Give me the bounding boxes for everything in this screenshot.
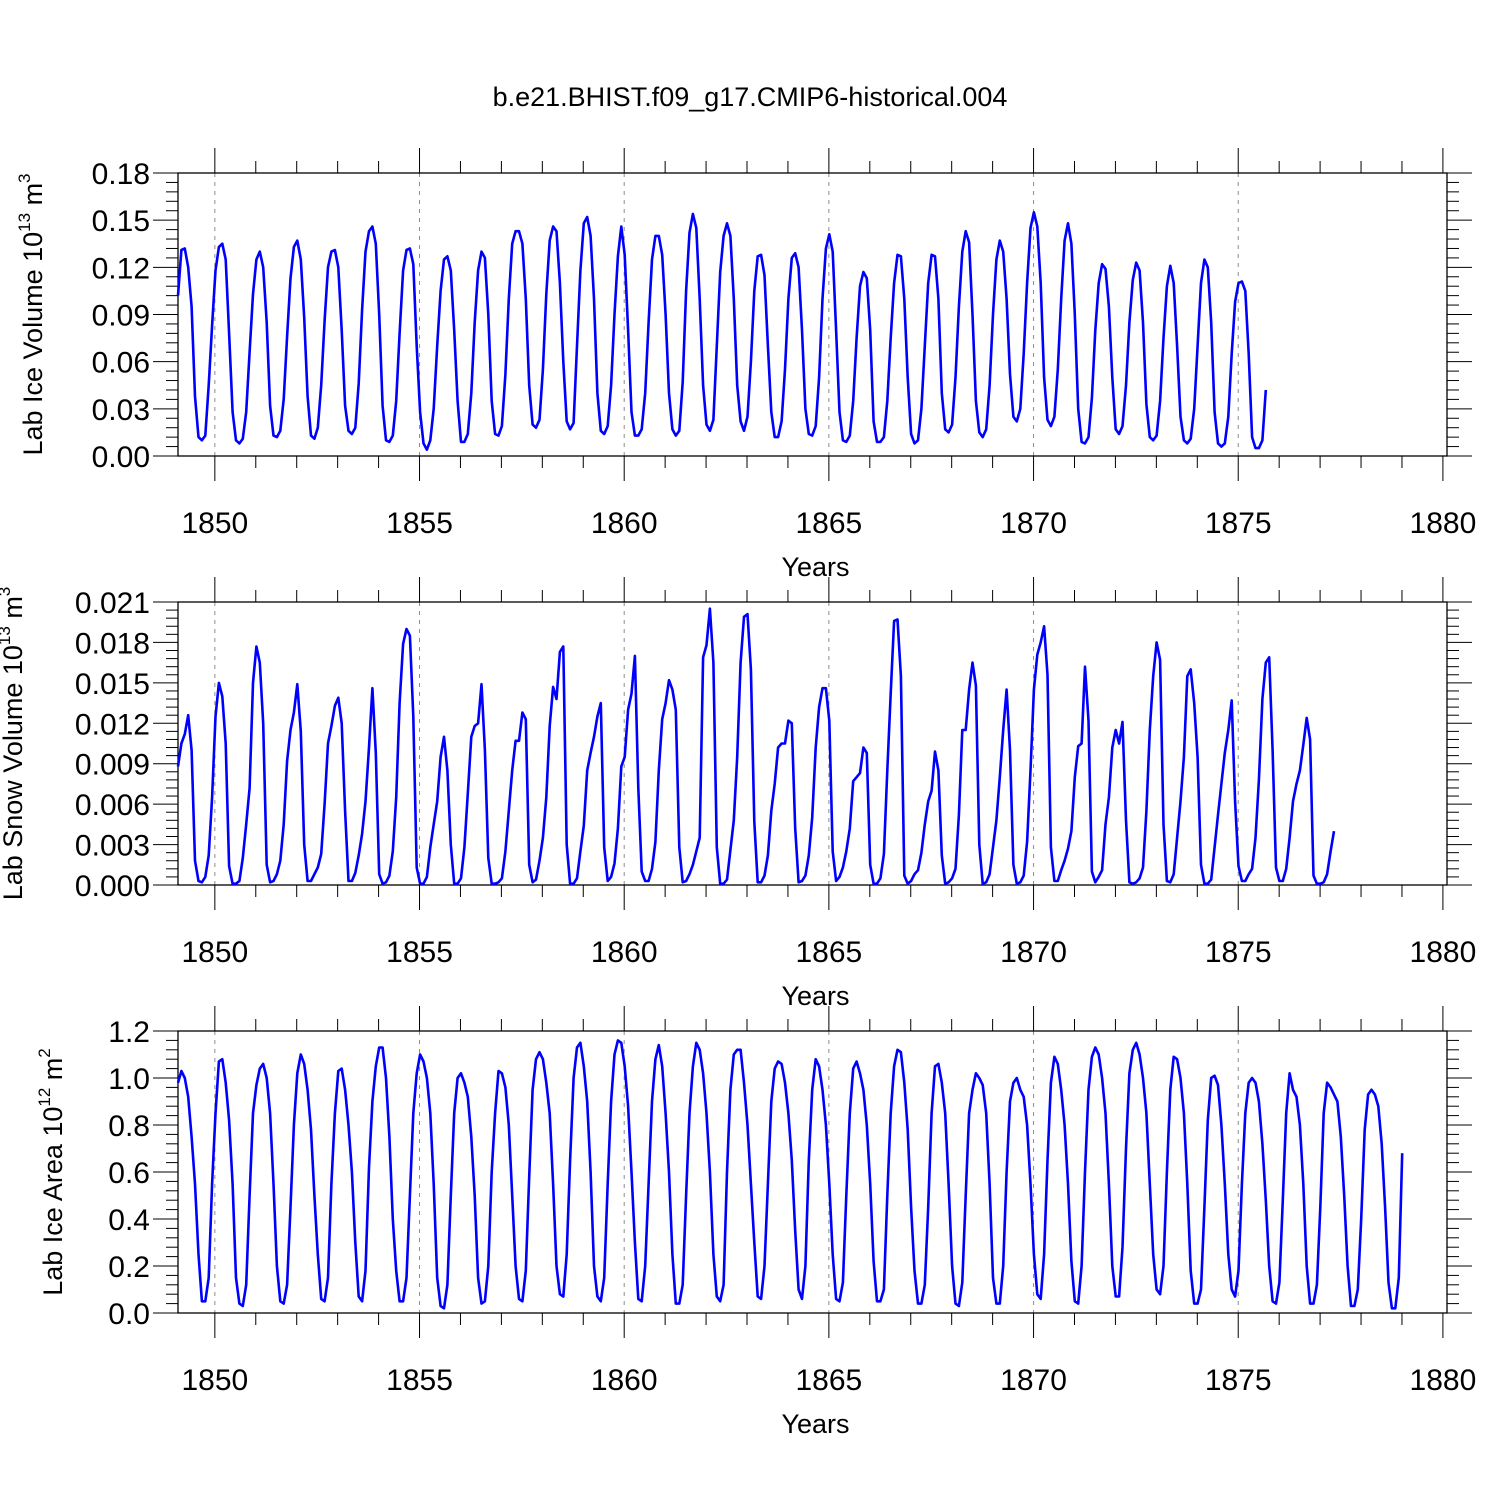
x-tick-label: 1870	[1000, 1364, 1067, 1397]
x-tick-label: 1855	[386, 936, 453, 969]
y-axis-title: Lab Snow Volume 1013 m3	[0, 587, 28, 901]
x-tick-label: 1865	[795, 936, 862, 969]
y-tick-label: 0.018	[75, 627, 150, 660]
plot-frame	[177, 601, 1448, 886]
y-tick-label: 0.8	[108, 1110, 150, 1143]
y-tick-label: 0.0	[108, 1298, 150, 1331]
y-axis-title: Lab Ice Volume 1013 m3	[15, 173, 48, 455]
x-tick-label: 1875	[1205, 936, 1272, 969]
x-tick-label: 1880	[1410, 936, 1477, 969]
y-axis-title: Lab Ice Area 1012 m2	[35, 1048, 68, 1296]
x-tick-label: 1865	[795, 1364, 862, 1397]
y-tick-label: 0.009	[75, 749, 150, 782]
y-tick-label: 0.015	[75, 668, 150, 701]
x-tick-label: 1870	[1000, 936, 1067, 969]
y-tick-label: 0.06	[92, 347, 150, 380]
x-tick-label: 1850	[181, 936, 248, 969]
x-axis-title: Years	[781, 552, 849, 582]
x-tick-label: 1865	[795, 507, 862, 540]
y-tick-label: 0.000	[75, 870, 150, 903]
y-tick-label: 1.0	[108, 1063, 150, 1096]
series-line-lab-ice-volume	[176, 211, 1268, 452]
x-tick-label: 1855	[386, 1364, 453, 1397]
y-tick-label: 0.4	[108, 1204, 150, 1237]
y-tick-label: 0.12	[92, 252, 150, 285]
x-tick-label: 1860	[591, 1364, 658, 1397]
y-tick-label: 0.2	[108, 1251, 150, 1284]
x-tick-label: 1850	[181, 507, 248, 540]
x-tick-label: 1875	[1205, 507, 1272, 540]
x-tick-label: 1855	[386, 507, 453, 540]
x-tick-label: 1880	[1410, 507, 1477, 540]
series-line-lab-snow-volume	[176, 607, 1336, 886]
y-tick-label: 0.021	[75, 587, 150, 620]
x-tick-label: 1860	[591, 507, 658, 540]
page-title: b.e21.BHIST.f09_g17.CMIP6-historical.004	[492, 82, 1008, 112]
y-tick-label: 0.03	[92, 394, 150, 427]
y-tick-label: 0.18	[92, 158, 150, 191]
y-tick-label: 0.09	[92, 300, 150, 333]
y-tick-label: 0.00	[92, 441, 150, 474]
plot-frame	[177, 172, 1448, 457]
y-tick-label: 0.012	[75, 708, 150, 741]
x-tick-label: 1870	[1000, 507, 1067, 540]
series-line-lab-ice-area	[176, 1039, 1404, 1310]
y-tick-label: 1.2	[108, 1016, 150, 1049]
x-axis-title: Years	[781, 1409, 849, 1439]
x-tick-label: 1850	[181, 1364, 248, 1397]
y-tick-label: 0.003	[75, 830, 150, 863]
y-tick-label: 0.15	[92, 205, 150, 238]
y-tick-label: 0.006	[75, 789, 150, 822]
x-tick-label: 1875	[1205, 1364, 1272, 1397]
x-tick-label: 1880	[1410, 1364, 1477, 1397]
x-tick-label: 1860	[591, 936, 658, 969]
y-tick-label: 0.6	[108, 1157, 150, 1190]
x-axis-title: Years	[781, 981, 849, 1011]
